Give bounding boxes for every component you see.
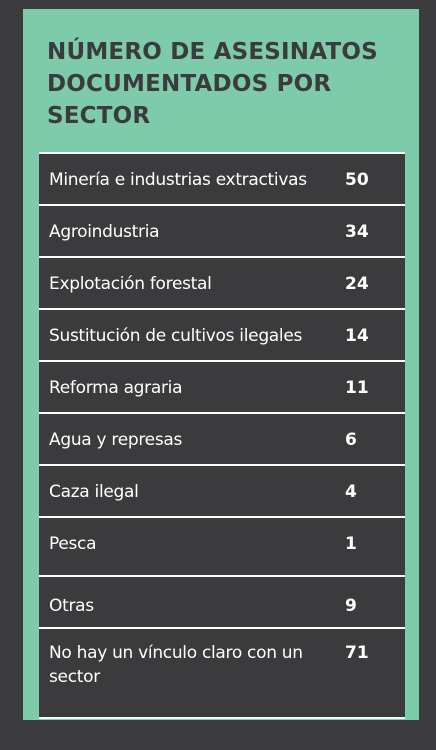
- sector-label: Otras: [49, 596, 94, 616]
- sector-value: 14: [345, 326, 369, 346]
- sector-label: Minería e industrias extractivas: [49, 170, 307, 190]
- chart-title: NÚMERO DE ASESINATOS DOCUMENTADOS POR SE…: [47, 39, 378, 129]
- sector-value: 4: [345, 482, 357, 502]
- sector-label: Explotación forestal: [49, 274, 212, 294]
- table-row: Pesca 1: [39, 518, 405, 577]
- sector-label: Sustitución de cultivos ilegales: [49, 326, 303, 346]
- table-row: Agua y represas 6: [39, 414, 405, 466]
- table-row: Otras 9: [39, 577, 405, 629]
- table-row: Agroindustria 34: [39, 206, 405, 258]
- table-row: No hay un vínculo claro con un sector 71: [39, 629, 405, 719]
- sector-value: 71: [345, 643, 369, 663]
- sector-label: Reforma agraria: [49, 378, 183, 398]
- sector-value: 9: [345, 596, 357, 616]
- table-row: Explotación forestal 24: [39, 258, 405, 310]
- sector-value: 6: [345, 430, 357, 450]
- sector-value: 1: [345, 534, 357, 554]
- sector-value: 11: [345, 378, 369, 398]
- sector-label: Pesca: [49, 534, 97, 554]
- table-row: Minería e industrias extractivas 50: [39, 154, 405, 206]
- sector-label: Agroindustria: [49, 222, 160, 242]
- sector-label: Caza ilegal: [49, 482, 139, 502]
- sector-label: Agua y represas: [49, 430, 183, 450]
- table-row: Reforma agraria 11: [39, 362, 405, 414]
- data-table: Minería e industrias extractivas 50 Agroin…: [39, 152, 405, 719]
- table-row: Caza ilegal 4: [39, 466, 405, 518]
- table-row: Sustitución de cultivos ilegales 14: [39, 310, 405, 362]
- sector-value: 24: [345, 274, 369, 294]
- sector-value: 50: [345, 170, 369, 190]
- chart-card: NÚMERO DE ASESINATOS DOCUMENTADOS POR SE…: [23, 9, 419, 720]
- sector-value: 34: [345, 222, 369, 242]
- sector-label: No hay un vínculo claro con un sector: [49, 643, 303, 687]
